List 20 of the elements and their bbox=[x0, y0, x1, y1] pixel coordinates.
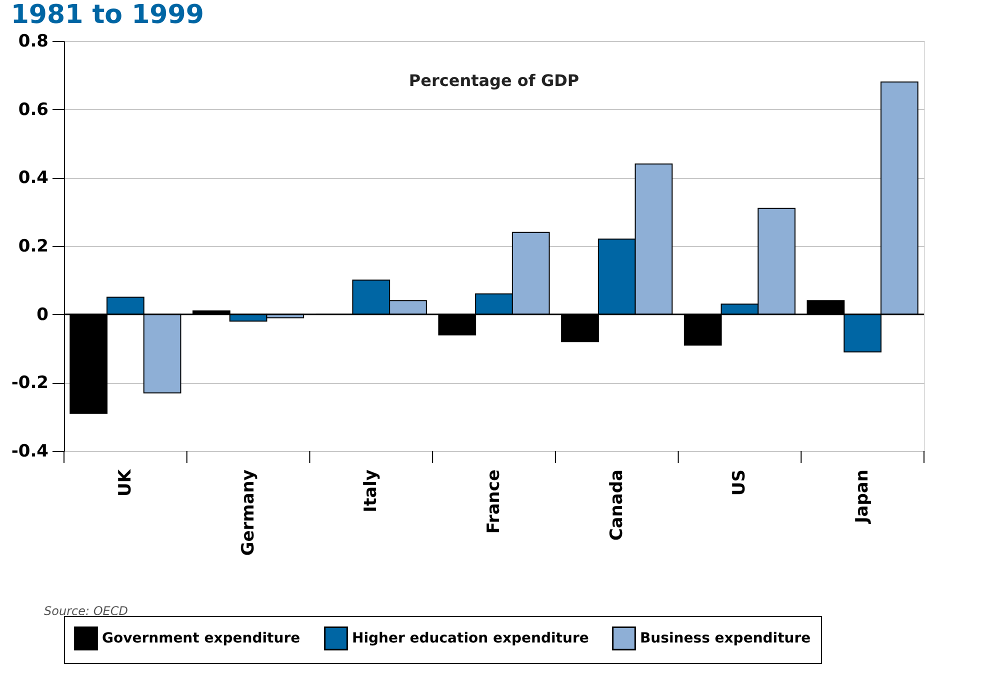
y-tick-label: -0.4 bbox=[11, 442, 49, 462]
chart-title: 1981 to 1999 bbox=[10, 0, 204, 30]
x-tick-label: France bbox=[484, 470, 504, 534]
x-tick-label: US bbox=[730, 470, 750, 496]
y-tick-label: 0 bbox=[36, 304, 49, 325]
x-tick-label: Canada bbox=[606, 470, 627, 541]
legend-label: Higher education expenditure bbox=[352, 630, 589, 646]
text: Percentage of GDP bbox=[408, 71, 580, 90]
x-tick-label: Italy bbox=[361, 470, 382, 512]
y-tick-label: 0.4 bbox=[18, 168, 49, 188]
legend-label: Business expenditure bbox=[640, 630, 811, 646]
y-tick-label: 0.6 bbox=[18, 100, 48, 120]
y-tick-label: -0.2 bbox=[11, 373, 48, 394]
x-tick-label: UK bbox=[115, 468, 136, 496]
legend-label: Government expenditure bbox=[102, 630, 300, 646]
source-note: Source: OECD bbox=[44, 604, 128, 618]
x-tick-label: Japan bbox=[852, 470, 873, 524]
y-tick-label: 0.2 bbox=[18, 236, 48, 256]
x-tick-label: Germany bbox=[238, 470, 258, 556]
y-tick-label: 0.8 bbox=[18, 32, 48, 52]
